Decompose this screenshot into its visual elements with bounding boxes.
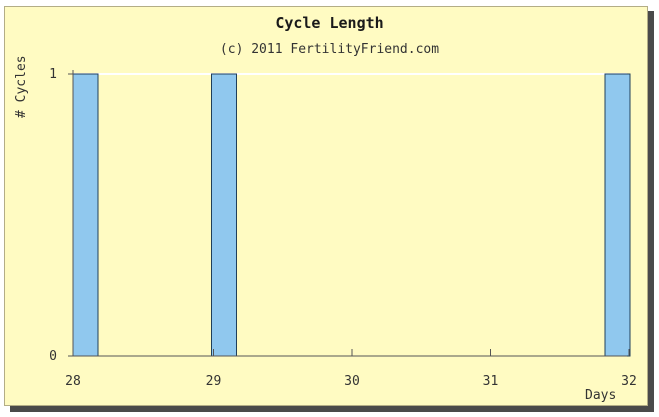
bar-29: [211, 73, 237, 357]
chart-title: Cycle Length: [275, 14, 384, 32]
x-tick-label-30: 30: [344, 374, 360, 389]
x-tick-label-31: 31: [483, 374, 499, 389]
x-axis-label: Days: [585, 388, 617, 403]
y-tick-label-0: 0: [49, 349, 57, 364]
y-tick-label-1: 1: [49, 67, 57, 82]
chart-subtitle: (c) 2011 FertilityFriend.com: [219, 42, 440, 57]
chart-panel: [4, 6, 648, 406]
x-tick-label-29: 29: [206, 374, 222, 389]
x-tick-label-32: 32: [621, 374, 637, 389]
x-tick-label-28: 28: [65, 374, 81, 389]
bar-32: [604, 73, 631, 357]
bar-28: [72, 73, 99, 357]
